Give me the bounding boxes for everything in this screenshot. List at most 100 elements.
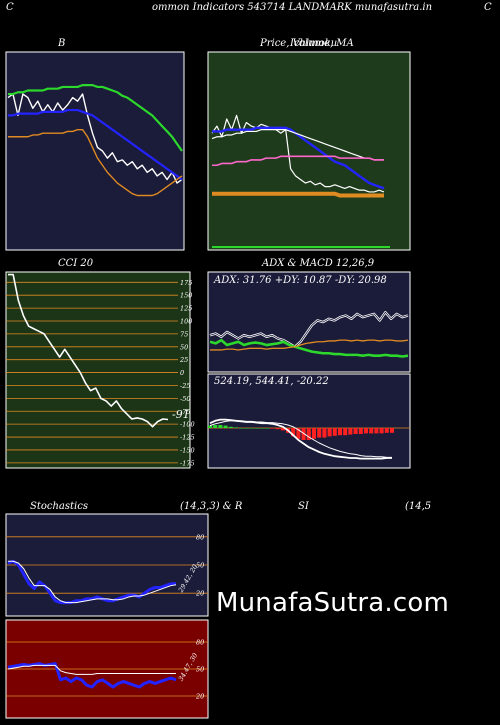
price-ma-panel — [207, 51, 411, 251]
stoch-params: (14,3,3) & R — [180, 501, 243, 512]
cci-ytick-label: 75 — [180, 330, 188, 338]
macd-series-signal — [209, 420, 392, 458]
rsi-current-label: 34.47, 30 — [177, 652, 199, 683]
macd-histogram-bar — [363, 428, 369, 434]
macd-histogram-bar — [291, 428, 296, 437]
macd-histogram-bar — [239, 428, 244, 429]
macd-histogram-bar — [353, 428, 358, 434]
watermark: MunafaSutra.com — [216, 588, 450, 618]
header-title: ommon Indicators 543714 LANDMARK munafas… — [152, 2, 433, 13]
macd-histogram-bar — [337, 428, 343, 436]
macd-histogram-bar — [259, 428, 265, 429]
macd-histogram-bar — [348, 428, 353, 435]
macd-histogram-bar — [285, 428, 291, 433]
rsi-ytick-label: 80 — [196, 639, 204, 647]
rsi-series-rsi — [7, 662, 177, 689]
cci-ytick-label: -25 — [180, 382, 190, 390]
macd-histogram-bar — [228, 426, 233, 428]
cci-ytick-label: 25 — [179, 356, 188, 364]
rsi-series-rsi_ma — [7, 664, 176, 675]
macd-histogram-bar — [223, 425, 228, 428]
macd-histogram-bar — [301, 428, 306, 440]
cci-current-label: -91 — [172, 408, 190, 421]
cci-ytick-label: 0 — [180, 369, 184, 377]
bollinger-panel — [5, 51, 185, 251]
cci-series-cci — [8, 273, 169, 428]
stoch-series-k — [7, 559, 176, 605]
macd-histogram-bar — [207, 425, 213, 428]
rsi-ytick-label: 20 — [195, 693, 204, 701]
bollinger-title: B — [58, 38, 66, 49]
macd-values-label: 524.19, 544.41, -20.22 — [214, 376, 329, 387]
stoch-ytick-label: 20 — [195, 590, 204, 598]
macd-histogram-bar — [249, 428, 254, 429]
price-ma-series-ma_orange — [212, 191, 384, 198]
price-ma-series-price — [211, 114, 385, 193]
macd-histogram-bar — [254, 428, 259, 429]
price-ma-title: Price, Volume, MA — [260, 38, 354, 49]
macd-histogram-bar — [343, 428, 348, 436]
rsi-params: (14,5 — [405, 501, 432, 512]
macd-panel — [207, 373, 411, 469]
adx-values-label: ADX: 31.76 +DY: 10.87 -DY: 20.98 — [214, 275, 387, 286]
macd-histogram-bar — [270, 428, 275, 429]
adx-series-minus_dy — [210, 339, 409, 351]
stoch-title: Stochastics — [30, 501, 88, 512]
rsi-title: SI — [298, 501, 309, 512]
stoch-series-d — [8, 560, 177, 604]
cci-ytick-label: -175 — [180, 459, 195, 467]
stoch-ytick-label: 50 — [196, 562, 204, 570]
macd-histogram-bar — [379, 428, 384, 434]
stoch-panel — [5, 513, 209, 617]
macd-histogram-bar — [332, 428, 337, 436]
macd-histogram-bar — [322, 428, 327, 438]
stoch-current-label: 29.42, 20 — [176, 563, 199, 595]
macd-series-macd — [209, 418, 392, 460]
macd-histogram-bar — [306, 428, 311, 440]
bollinger-series-lower — [8, 128, 183, 197]
macd-histogram-bar — [327, 428, 332, 437]
cci-ytick-label: 50 — [180, 343, 188, 351]
macd-histogram-bar — [369, 428, 374, 434]
adx-series-adx-inner — [209, 311, 409, 348]
cci-ytick-label: 175 — [180, 279, 192, 287]
macd-histogram-bar — [374, 428, 379, 434]
price-ma-series-ma_pink — [212, 155, 384, 167]
adx-title: ADX & MACD 12,26,9 — [262, 258, 375, 269]
adx-panel — [207, 271, 411, 373]
cci-ytick-label: -50 — [180, 395, 190, 403]
rsi-panel — [5, 619, 209, 719]
bollinger-series-close — [7, 93, 183, 184]
cci-ytick-label: 100 — [180, 318, 192, 326]
macd-histogram-bar — [389, 428, 395, 433]
cci-ytick-label: -125 — [180, 434, 195, 442]
macd-histogram-bar — [358, 428, 363, 434]
header-right-char: C — [484, 2, 492, 13]
macd-histogram-bar — [384, 428, 389, 433]
macd-histogram-bar — [218, 425, 223, 428]
macd-histogram-bar — [265, 428, 270, 429]
price-ma-series-ma_blue — [212, 126, 385, 190]
macd-histogram-bar — [280, 428, 285, 431]
adx-series-plus_dy — [209, 338, 409, 358]
cci-panel — [5, 271, 191, 469]
adx-series-adx — [209, 311, 409, 348]
macd-histogram-bar — [233, 427, 239, 428]
macd-histogram-bar — [275, 428, 280, 430]
price-ma-series-ma_white — [211, 129, 384, 161]
cci-ytick-label: 125 — [180, 305, 192, 313]
bollinger-series-middle — [8, 108, 183, 181]
bollinger-series-upper — [8, 84, 183, 152]
rsi-ytick-label: 50 — [196, 666, 204, 674]
stoch-ytick-label: 80 — [196, 533, 204, 541]
macd-histogram-bar — [244, 428, 249, 429]
macd-histogram-bar — [213, 425, 218, 428]
cci-ytick-label: -150 — [180, 446, 195, 454]
macd-histogram-bar — [296, 428, 301, 439]
price-ma-subtitle: Ichimoku — [290, 38, 338, 49]
cci-ytick-label: 150 — [180, 292, 192, 300]
header-left-char: C — [6, 2, 14, 13]
cci-ytick-label: -100 — [180, 421, 195, 429]
cci-title: CCI 20 — [58, 258, 94, 269]
macd-histogram-bar — [311, 428, 317, 439]
